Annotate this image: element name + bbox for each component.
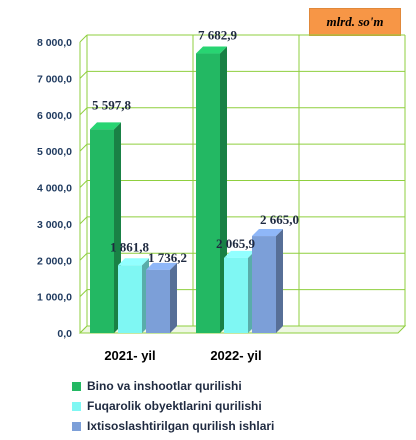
data-label: 2 065,9 [216,236,256,251]
x-category-label: 2021- yil [104,348,155,363]
y-tick-label: 8 000,0 [37,37,72,49]
legend-label: Bino va inshootlar qurilishi [87,379,242,393]
data-label: 1 736,2 [148,250,187,265]
gridline-depth [79,289,88,297]
bar [146,269,170,333]
y-tick-label: 2 000,0 [37,255,72,267]
bar-top [90,122,121,130]
gridline-depth [79,252,88,261]
y-tick-label: 0,0 [57,328,72,340]
bar-top [196,46,227,54]
data-label: 1 861,8 [110,239,150,254]
gridline-depth [79,107,88,116]
bar-side [276,229,283,333]
gridline-depth [79,143,88,152]
y-tick-label: 6 000,0 [37,110,72,122]
bar-top [224,250,255,258]
bar [118,265,142,333]
y-tick-label: 7 000,0 [37,73,72,85]
legend-label: Ixtisoslashtirilgan qurilish ishlari [87,419,275,433]
gridline-depth [79,180,88,188]
bar [196,53,220,333]
bar-top [118,258,149,266]
gridline-depth [79,34,88,43]
y-tick-label: 3 000,0 [37,219,72,231]
y-tick-label: 5 000,0 [37,146,72,158]
unit-badge: mlrd. so'm [309,8,401,36]
y-tick-label: 4 000,0 [37,183,72,195]
legend-item: Fuqarolik obyektlarini qurilishi [72,396,274,416]
data-label: 2 665,0 [260,212,299,227]
bar [252,236,276,333]
bar [224,257,248,333]
legend-label: Fuqarolik obyektlarini qurilishi [87,399,262,413]
bar-top [146,262,177,270]
bar-chart: 0,0 1 000,0 2 000,0 3 000,0 4 000,0 5 000,0 6 … [37,28,407,363]
data-label: 5 597,8 [92,97,132,112]
legend: Bino va inshootlar qurilishi Fuqarolik ob… [72,376,274,436]
legend-item: Ixtisoslashtirilgan qurilish ishlari [72,416,274,436]
gridline-depth [79,71,88,79]
legend-swatch [72,401,81,411]
data-label: 7 682,9 [198,28,238,43]
bar-top [252,229,283,237]
y-tick-label: 1 000,0 [37,292,72,304]
gridline-depth [79,216,88,225]
legend-item: Bino va inshootlar qurilishi [72,376,274,396]
x-category-label: 2022- yil [210,348,261,363]
bar [90,129,114,333]
bar-side [170,262,177,333]
legend-swatch [72,421,81,431]
legend-swatch [72,381,81,391]
